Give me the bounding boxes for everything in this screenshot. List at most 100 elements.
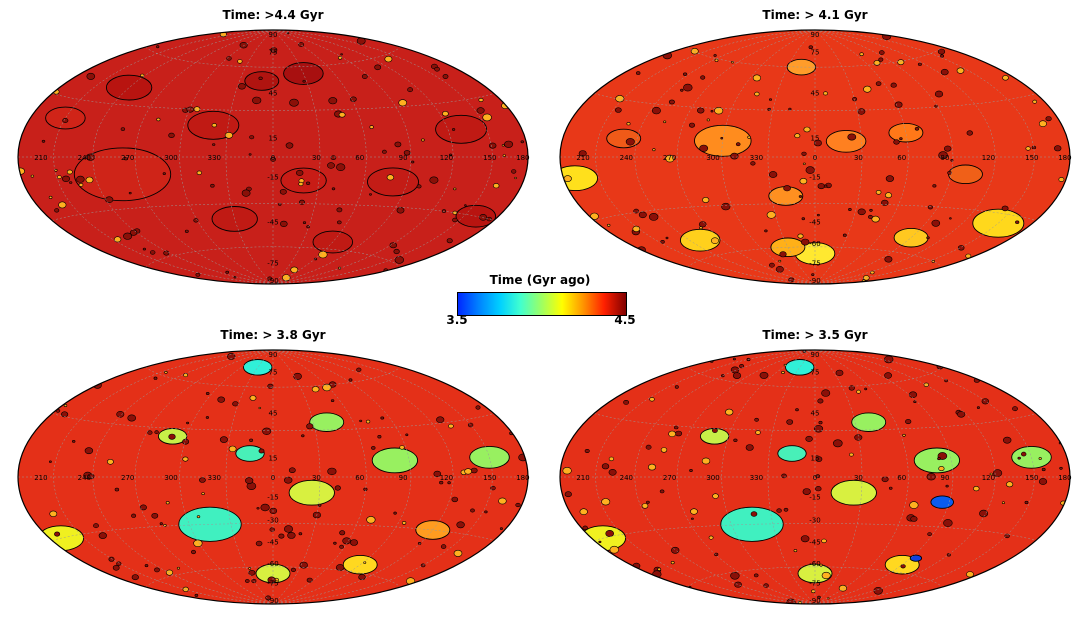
lon-label: 90 (941, 474, 950, 482)
small-crater (394, 256, 404, 264)
small-crater (429, 176, 439, 184)
small-crater (732, 357, 736, 361)
small-crater (359, 419, 363, 423)
small-crater (562, 467, 572, 475)
small-crater (608, 468, 617, 476)
small-crater (205, 416, 209, 419)
globe-outline (559, 29, 1071, 285)
small-crater (442, 110, 449, 117)
small-crater (730, 152, 739, 160)
lon-label: 120 (982, 154, 995, 162)
small-crater (875, 190, 882, 195)
small-crater (225, 270, 229, 274)
small-crater (745, 444, 754, 451)
basin-3 (243, 359, 273, 376)
small-crater (625, 138, 635, 146)
small-crater (937, 48, 946, 55)
basin-4 (888, 122, 924, 143)
small-crater (366, 516, 376, 524)
small-crater (582, 525, 588, 530)
small-crater (163, 250, 170, 256)
small-crater (298, 42, 305, 47)
small-crater (883, 355, 894, 364)
basin-1 (178, 506, 242, 542)
small-crater (258, 406, 262, 410)
small-crater (949, 217, 952, 220)
small-crater (327, 467, 337, 476)
small-crater (819, 563, 823, 567)
small-crater (696, 107, 705, 114)
small-crater (154, 430, 159, 435)
small-crater (768, 98, 772, 101)
lon-label: 180 (1058, 474, 1071, 482)
small-crater (835, 369, 844, 377)
basin-2 (830, 479, 877, 506)
small-crater (196, 170, 202, 176)
lat-label: -90 (267, 277, 278, 285)
small-crater (78, 182, 84, 187)
small-crater (821, 571, 831, 580)
lon-label: 270 (663, 474, 676, 482)
small-crater (1038, 120, 1047, 127)
small-crater (842, 233, 847, 237)
small-crater (184, 229, 189, 233)
globe-background (560, 350, 1070, 604)
small-crater (801, 217, 805, 221)
small-crater (289, 98, 299, 107)
small-crater (698, 221, 707, 228)
lat-label: -90 (267, 597, 278, 605)
small-crater (663, 120, 667, 124)
small-crater (313, 257, 318, 261)
small-crater (336, 220, 342, 225)
small-crater (334, 485, 341, 491)
small-crater (451, 496, 459, 503)
small-crater (873, 60, 881, 66)
small-crater (248, 569, 256, 576)
small-crater (832, 439, 843, 448)
lon-label: 120 (440, 154, 453, 162)
small-crater (116, 410, 125, 418)
small-crater (775, 265, 784, 273)
small-crater (61, 175, 70, 183)
small-crater (267, 383, 274, 389)
small-crater (712, 428, 718, 433)
small-crater (931, 259, 935, 263)
small-crater (755, 430, 761, 435)
basin-12 (244, 71, 280, 91)
small-crater (165, 569, 174, 576)
small-crater (659, 489, 665, 494)
small-crater (69, 181, 73, 184)
small-crater (302, 79, 306, 83)
small-crater (58, 201, 67, 209)
small-crater (905, 419, 912, 425)
small-crater (328, 97, 338, 105)
small-crater (108, 556, 115, 562)
small-crater (182, 456, 189, 462)
small-crater (205, 391, 210, 395)
small-crater (914, 127, 920, 131)
small-crater (283, 525, 293, 533)
lat-label: -75 (809, 259, 820, 267)
small-crater (183, 373, 188, 378)
lat-label: -90 (809, 597, 820, 605)
panel-title-2: Time: > 4.1 Gyr (762, 8, 868, 22)
small-crater (803, 126, 811, 133)
lat-label: 90 (811, 31, 820, 39)
small-crater (285, 142, 294, 149)
small-crater (193, 539, 203, 547)
small-crater (747, 135, 751, 139)
small-crater (909, 501, 919, 509)
small-crater (442, 74, 449, 79)
small-crater (668, 99, 675, 105)
small-crater (869, 208, 873, 212)
small-crater (447, 481, 451, 485)
lat-label: 45 (811, 89, 820, 97)
small-crater (504, 140, 514, 148)
lon-label: 240 (78, 474, 91, 482)
small-crater (1032, 99, 1037, 104)
small-crater (290, 266, 299, 273)
small-crater (801, 151, 807, 156)
small-crater (798, 195, 803, 198)
small-crater (434, 66, 440, 72)
small-crater (821, 389, 831, 397)
